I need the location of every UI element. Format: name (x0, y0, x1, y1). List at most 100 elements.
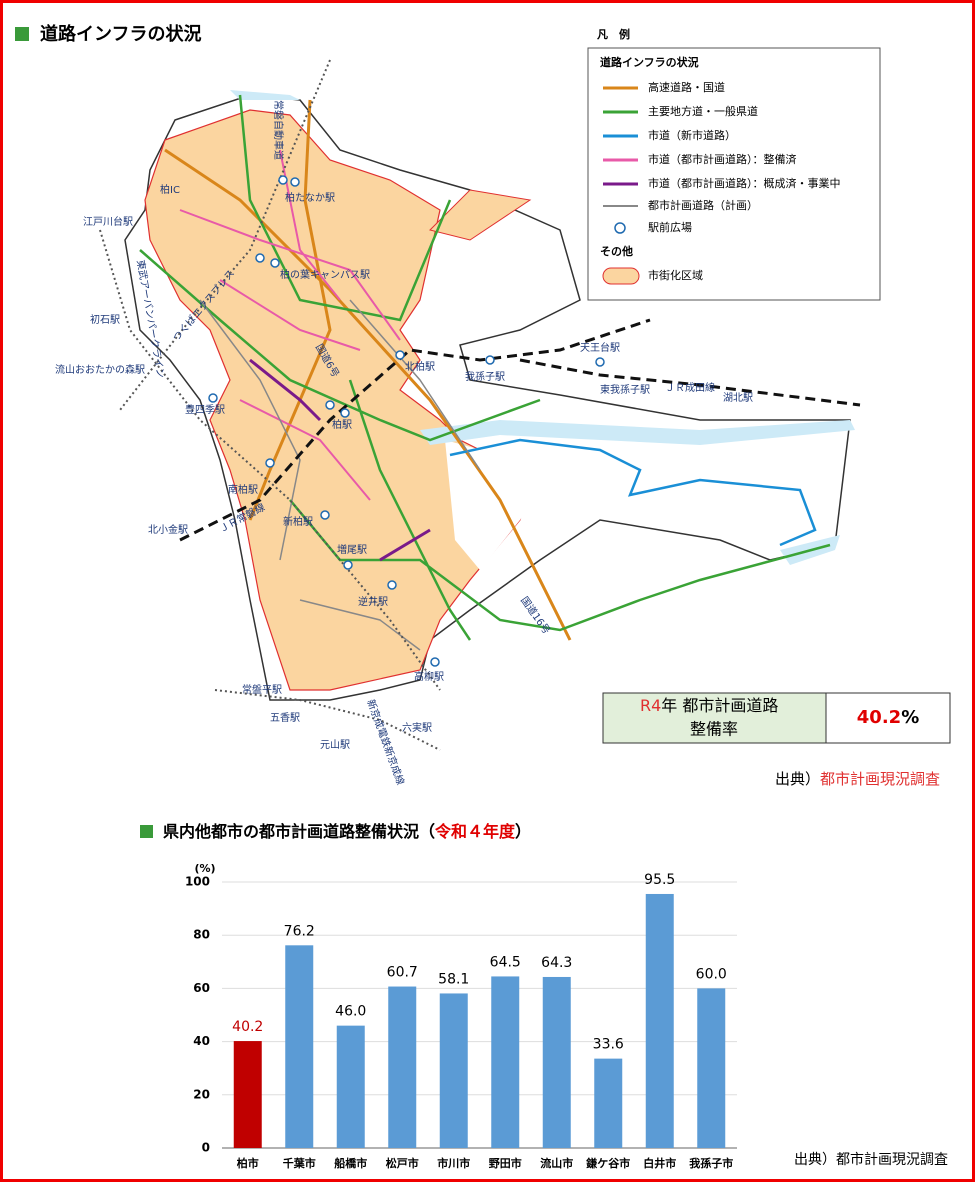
bar (645, 893, 674, 1148)
info-value-box (825, 692, 951, 744)
map-label: 増尾駅 (337, 543, 367, 556)
map-label: 初石駅 (90, 313, 120, 326)
legend-item: 都市計画道路（計画） (648, 198, 758, 212)
y-axis-label: (%) (194, 862, 215, 875)
x-tick-label: 柏市 (237, 1156, 259, 1170)
legend-group: 道路インフラの状況 (600, 55, 699, 69)
legend-item: 主要地方道・一般県道 (648, 104, 758, 118)
bar (285, 945, 314, 1148)
title: 道路インフラの状況 (40, 23, 201, 45)
map-label: 常磐自動車道 (272, 100, 285, 160)
value-label: 60.0 (696, 966, 727, 982)
value-label: 33.6 (593, 1037, 624, 1053)
map-label: 豊四季駅 (185, 403, 225, 416)
legend-item: 高速道路・国道 (648, 80, 725, 94)
svg-text:40.2%: 40.2% (857, 707, 919, 728)
map-label: 我孫子駅 (465, 371, 505, 383)
x-tick-label: 千葉市 (283, 1156, 316, 1170)
info-value: 40.2 (857, 707, 901, 728)
map-label: 湖北駅 (723, 392, 753, 404)
section-title: 県内他都市の都市計画道路整備状況（令和４年度） (163, 822, 531, 841)
map-label: 天王台駅 (580, 341, 620, 354)
value-label: 46.0 (335, 1004, 366, 1020)
planned (199, 299, 481, 651)
value-label: 95.5 (644, 872, 675, 888)
map-label: 柏の葉キャンパス駅 (280, 268, 370, 281)
value-label: 58.1 (438, 971, 469, 987)
source-text: 都市計画現況調査 (820, 770, 940, 788)
bar (594, 1058, 623, 1148)
svg-text:出典）都市計画現況調査: 出典）都市計画現況調査 (775, 770, 940, 788)
prefectural-roads (139, 94, 831, 641)
jr-lines (179, 318, 861, 542)
legend-item: 市道（都市計画道路）：概成済・事業中 (648, 176, 841, 190)
map-label: 新京成電鉄新京成線 (364, 698, 407, 787)
stations (208, 175, 605, 667)
source-prefix: 出典） (775, 770, 820, 788)
map-label: 北小金駅 (148, 523, 188, 536)
info-label: R4年 都市計画道路 (640, 696, 778, 715)
legend-item: 駅前広場 (648, 220, 692, 234)
bar (439, 993, 468, 1148)
map-label: 江戸川台駅 (83, 215, 133, 228)
legend-title: 凡 例 (597, 27, 630, 41)
x-tick-label: 鎌ケ谷市 (585, 1156, 630, 1170)
route6 (248, 99, 332, 521)
map-label: 柏IC (160, 183, 180, 196)
title-bullet (15, 27, 29, 41)
x-tick-label: 我孫子市 (689, 1156, 733, 1170)
value-label: 64.3 (541, 955, 572, 971)
section-title-highlight: 令和４年度 (434, 822, 516, 841)
section-title-main: 県内他都市の都市計画道路整備状況（ (163, 822, 435, 841)
map-label: 北柏駅 (405, 360, 435, 373)
map-label: 新柏駅 (283, 515, 313, 528)
map-label: 元山駅 (320, 739, 350, 751)
map-label: 流山おおたかの森駅 (55, 363, 145, 376)
legend-item: 市道（新市道路） (648, 128, 736, 142)
bar (697, 988, 726, 1148)
map-label: 柏たなか駅 (285, 191, 335, 204)
map-label: 柏駅 (332, 418, 352, 431)
planned-done (179, 149, 401, 501)
map: 柏たなか駅 柏の葉キャンパス駅 江戸川台駅 初石駅 流山おおたかの森駅 豊四季駅… (55, 59, 861, 787)
map-label: 東我孫子駅 (600, 383, 650, 396)
legend-item: 市街化区域 (648, 268, 703, 282)
x-tick-label: 流山市 (540, 1156, 573, 1170)
legend-items: 高速道路・国道 主要地方道・一般県道 市道（新市道路） 市道（都市計画道路）：整… (600, 80, 841, 285)
bar-chart: 0 20 40 60 80 100 柏市 40.2 千葉市 76.2 船橋市 46.0 松戸市 60.7 市… (185, 872, 737, 1170)
legend-item: 市道（都市計画道路）：整備済 (648, 152, 797, 166)
y-tick-label: 0 (202, 1141, 210, 1155)
y-tick-label: 80 (193, 928, 210, 942)
x-tick-label: 船橋市 (334, 1156, 367, 1170)
x-tick-label: 市川市 (437, 1156, 470, 1170)
map-label: 五香駅 (270, 712, 300, 724)
bar (491, 976, 520, 1148)
bar (542, 976, 571, 1148)
source2: 出典）都市計画現況調査 (794, 1151, 948, 1168)
y-tick-label: 20 (193, 1087, 210, 1101)
legend-group: その他 (600, 244, 633, 258)
private-lines (99, 59, 441, 751)
y-tick-label: 100 (185, 875, 210, 889)
value-label: 60.7 (387, 965, 418, 981)
map-label: 国道16号 (518, 594, 553, 636)
x-tick-label: 白井市 (643, 1156, 676, 1170)
x-tick-label: 松戸市 (386, 1156, 419, 1170)
bar (336, 1025, 365, 1148)
bar (233, 1041, 262, 1148)
x-tick-label: 野田市 (489, 1156, 522, 1170)
y-tick-label: 40 (193, 1034, 210, 1048)
info-year: R4 (640, 696, 661, 715)
map-label: 高柳駅 (414, 670, 444, 683)
section-title-close: ） (515, 822, 531, 841)
info-label2: 整備率 (690, 720, 738, 739)
map-label: 六実駅 (402, 721, 432, 734)
expressway (164, 148, 572, 641)
info-label1: 年 都市計画道路 (661, 696, 778, 715)
map-label: 常盤平駅 (242, 683, 282, 696)
value-label: 64.5 (490, 954, 521, 970)
info-label-box (602, 692, 827, 744)
section-bullet (140, 825, 153, 838)
